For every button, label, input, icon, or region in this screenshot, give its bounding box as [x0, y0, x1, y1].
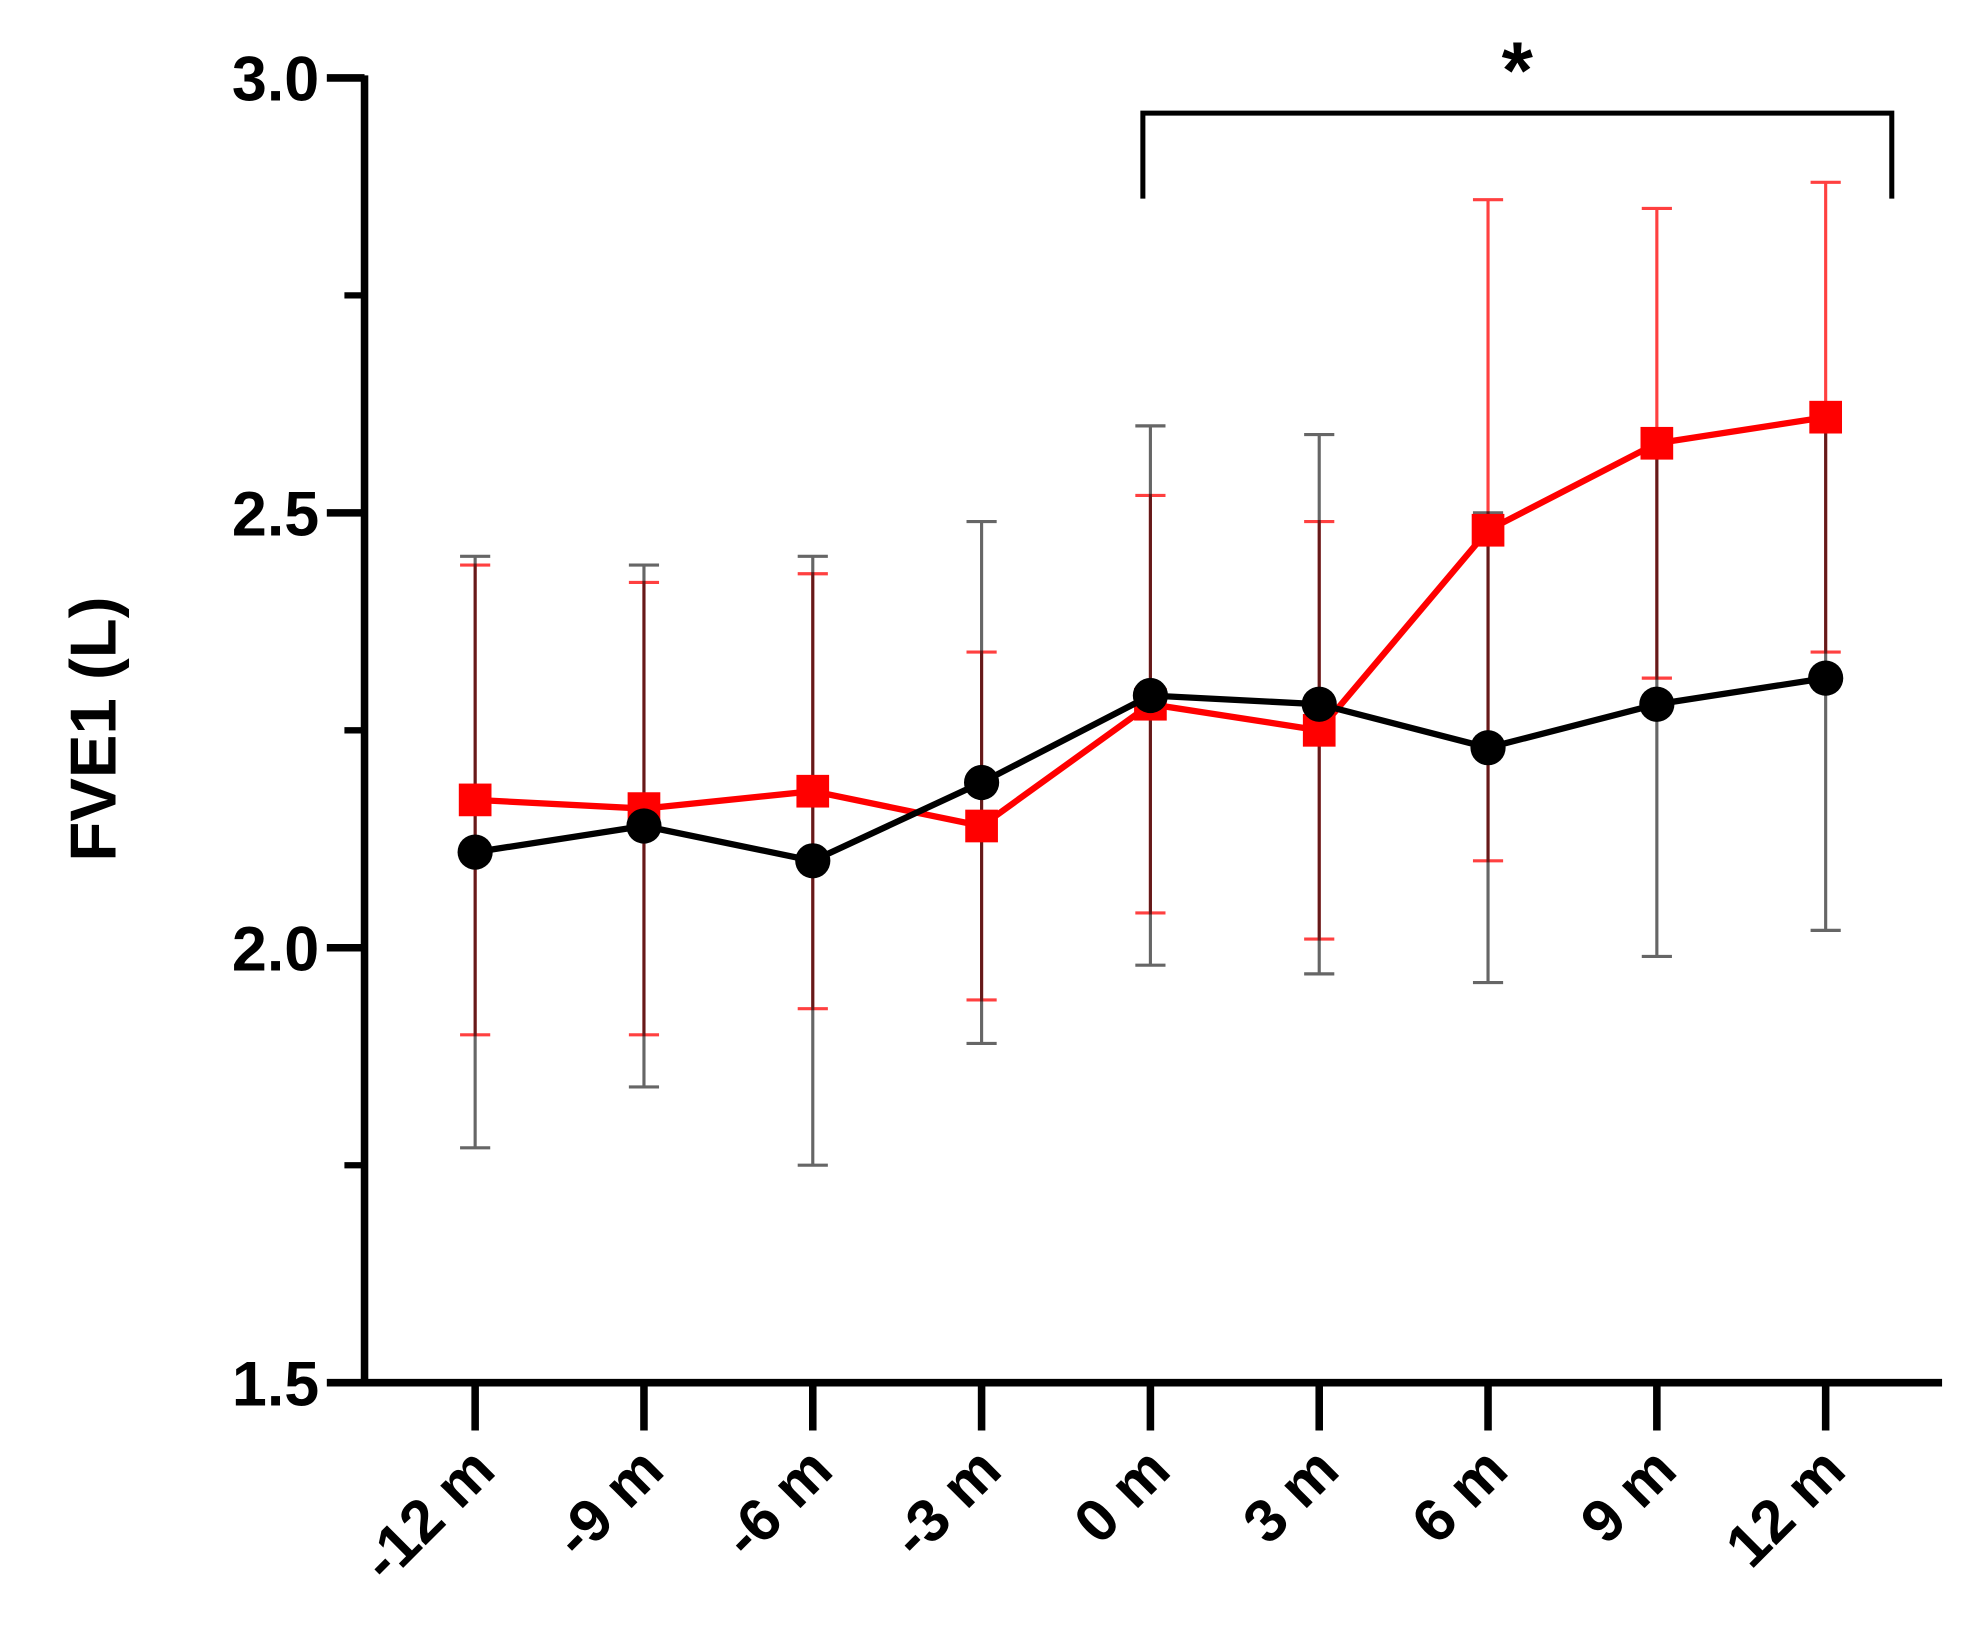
- x-tick-label: -6 m: [709, 1434, 845, 1570]
- significance-label: *: [1502, 26, 1534, 116]
- x-tick-label: -12 m: [347, 1434, 507, 1594]
- marker: [1132, 677, 1169, 714]
- plot-area: FVE1 (L) 1.5 2.0 2.5 3.0 -12 m -9 m -6 m -3 m 0 …: [57, 26, 1943, 1594]
- marker: [963, 764, 1000, 801]
- marker: [1640, 426, 1674, 460]
- marker: [1809, 400, 1843, 434]
- x-tick-label: 9 m: [1567, 1434, 1689, 1556]
- marker: [458, 783, 492, 817]
- x-tick-label: 12 m: [1712, 1434, 1857, 1579]
- marker: [795, 843, 831, 879]
- y-tick-label: 2.0: [232, 914, 319, 984]
- y-tick-label: 2.5: [232, 479, 319, 549]
- x-tick-label: -3 m: [878, 1434, 1014, 1570]
- marker: [965, 809, 998, 843]
- y-tick-label: 1.5: [232, 1349, 319, 1419]
- y-tick-label: 3.0: [232, 45, 319, 115]
- marker: [1301, 686, 1337, 722]
- y-axis-label: FVE1 (L): [57, 597, 130, 862]
- significance-bracket: [1140, 110, 1895, 199]
- marker: [1639, 686, 1675, 722]
- marker: [796, 774, 830, 808]
- marker: [1470, 730, 1506, 766]
- x-tick-label: 0 m: [1061, 1434, 1183, 1556]
- x-tick-label: 6 m: [1398, 1434, 1520, 1556]
- x-tick-label: -9 m: [540, 1434, 676, 1570]
- marker: [1808, 660, 1844, 696]
- marker: [1471, 513, 1505, 547]
- marker: [626, 808, 662, 844]
- marker: [457, 834, 493, 870]
- x-tick-label: 3 m: [1229, 1434, 1351, 1556]
